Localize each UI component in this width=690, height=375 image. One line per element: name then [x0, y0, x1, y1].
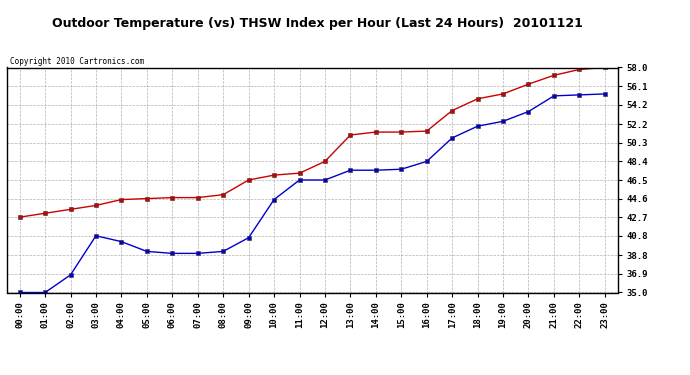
- Text: Copyright 2010 Cartronics.com: Copyright 2010 Cartronics.com: [10, 57, 144, 66]
- Text: Outdoor Temperature (vs) THSW Index per Hour (Last 24 Hours)  20101121: Outdoor Temperature (vs) THSW Index per …: [52, 17, 583, 30]
